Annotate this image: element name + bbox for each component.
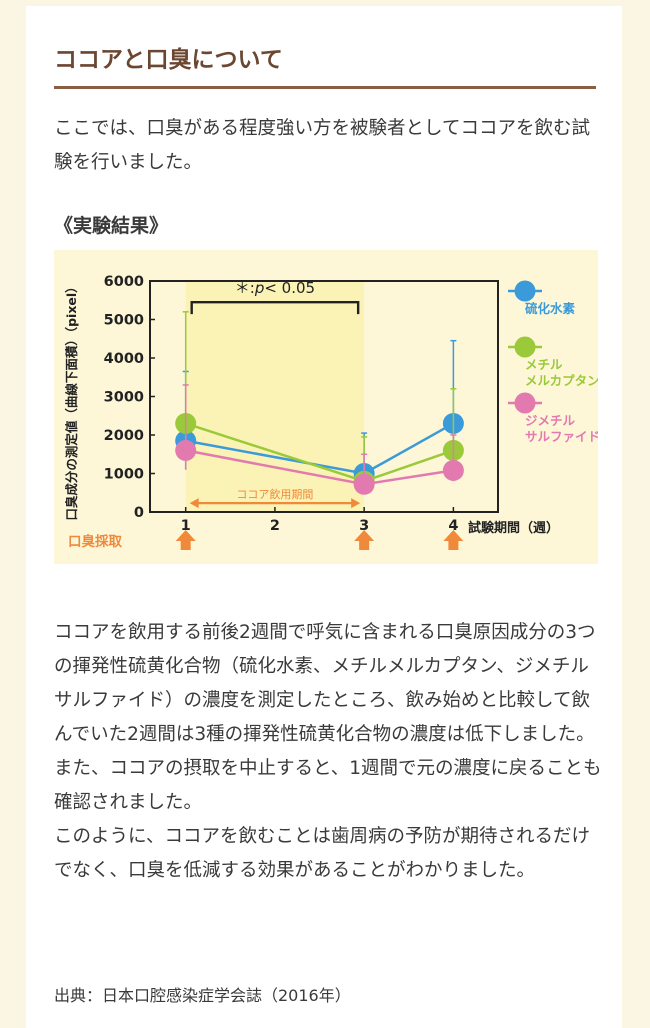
sampling-arrow	[443, 530, 464, 550]
y-tick-label: 0	[134, 505, 144, 521]
y-tick-label: 6000	[104, 274, 144, 290]
y-tick-label: 3000	[104, 390, 144, 406]
data-point	[442, 459, 464, 481]
x-tick-label: 4	[448, 518, 458, 534]
sampling-arrow	[175, 530, 196, 550]
x-tick-label: 2	[270, 518, 280, 534]
series-3	[175, 384, 464, 495]
legend-label: 硫化水素	[525, 301, 576, 316]
x-axis-label: 試験期間（週）	[468, 520, 559, 536]
results-chart-panel: 0 1000 2000 3000 4000 5000 6000 1 2 3 4 口臭成分の測定値（曲…	[54, 250, 598, 564]
y-tick-label: 5000	[104, 313, 144, 329]
legend-label: ジメチル	[525, 413, 576, 428]
x-tick-label: 3	[359, 518, 369, 534]
period-label: ココア飲用期間	[236, 487, 313, 501]
data-point	[175, 439, 197, 461]
results-heading: 《実験結果》	[54, 215, 169, 237]
y-tick-label: 2000	[104, 428, 144, 444]
article-page: ココアと口臭について ここでは、口臭がある程度強い方を被験者としてココアを飲む試…	[26, 6, 622, 1028]
sampling-label: 口臭採取	[68, 533, 122, 550]
y-tick-label: 1000	[104, 467, 144, 483]
legend-marker	[514, 280, 536, 302]
conclusion-paragraph: このように、ココアを飲むことは歯周病の予防が期待されるだけでなく、口臭を低減する…	[54, 826, 590, 881]
legend-label: メチル	[525, 357, 563, 372]
legend-label: メルカプタン	[525, 373, 598, 388]
intro-text: ここでは、口臭がある程度強い方を被験者としてココアを飲む試験を行いました。	[54, 118, 590, 173]
breath-sampling-markers: 口臭採取	[68, 530, 464, 550]
significance-label: ＊:p< 0.05	[235, 279, 315, 297]
results-description: ココアを飲用する前後2週間で呼気に含まれる口臭原因成分の3つの揮発性硫黄化合物（…	[54, 616, 602, 888]
cocoa-period-shading	[185, 281, 365, 512]
significance-line	[190, 300, 360, 315]
y-tick-label: 4000	[104, 351, 144, 367]
series-layer	[175, 311, 464, 495]
sampling-arrow	[354, 530, 375, 550]
legend-label: サルファイド	[525, 429, 598, 444]
legend-marker	[514, 392, 536, 414]
results-paragraph: ココアを飲用する前後2週間で呼気に含まれる口臭原因成分の3つの揮発性硫黄化合物（…	[54, 622, 602, 813]
legend-marker	[514, 336, 536, 358]
section-title: ココアと口臭について	[54, 47, 283, 73]
source-citation: 出典：日本口腔感染症学会誌（2016年）	[54, 986, 351, 1005]
cocoa-period-arrow: ココア飲用期間	[189, 487, 361, 509]
x-tick-label: 1	[181, 518, 191, 534]
period-label-bg	[228, 487, 321, 501]
chart-axes: 0 1000 2000 3000 4000 5000 6000 1 2 3 4	[104, 274, 499, 534]
period-arrow-head	[189, 498, 199, 509]
data-point	[353, 473, 375, 495]
period-arrow-head	[351, 498, 361, 509]
title-underline	[54, 86, 596, 89]
significance-bracket: ＊:p< 0.05	[190, 279, 360, 315]
results-chart: 0 1000 2000 3000 4000 5000 6000 1 2 3 4 口臭成分の測定値（曲…	[64, 274, 598, 550]
y-axis-label: 口臭成分の測定値（曲線下面積）（pixel）	[64, 280, 79, 520]
